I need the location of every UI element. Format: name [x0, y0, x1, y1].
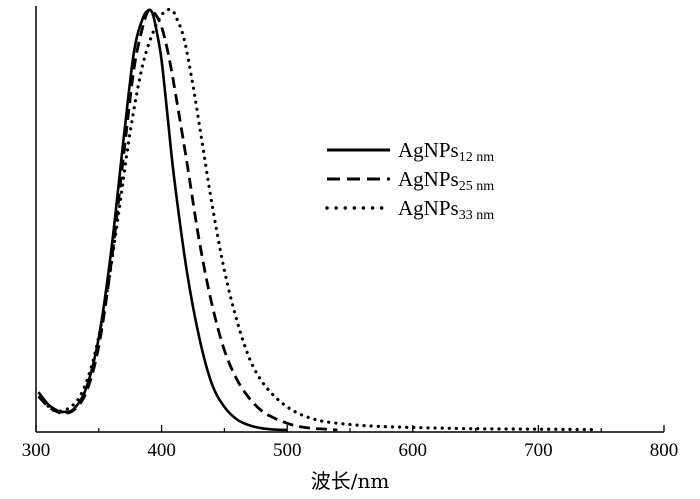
x-axis-title: 波长/nm — [311, 469, 390, 493]
x-tick-label: 500 — [273, 440, 302, 461]
x-tick-label: 300 — [22, 440, 51, 461]
legend-label-1: AgNPs12 nm — [398, 138, 494, 165]
axes — [35, 6, 665, 433]
legend-label-3: AgNPs33 nm — [398, 196, 494, 223]
series-line-2 — [37, 7, 338, 432]
x-tick-label: 400 — [147, 440, 176, 461]
legend-label-2: AgNPs25 nm — [398, 167, 494, 194]
x-tick-label: 800 — [650, 440, 679, 461]
x-tick-label: 700 — [524, 440, 553, 461]
x-tick-labels: 300 400 500 600 700 800 — [22, 440, 679, 461]
x-tick-label: 600 — [399, 440, 428, 461]
series-line-3 — [41, 7, 597, 432]
plot-area — [37, 7, 597, 432]
series-line-1 — [37, 8, 288, 432]
